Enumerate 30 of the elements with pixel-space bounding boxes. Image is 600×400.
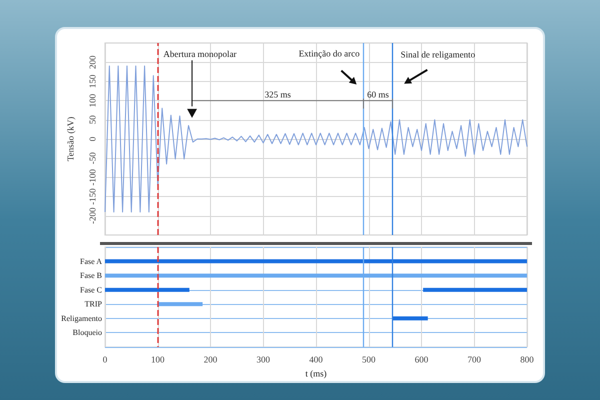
annotation: 325 ms <box>264 89 292 100</box>
y-tick-label: Fase A <box>80 256 102 266</box>
annotation: Extinção do arco <box>298 48 360 59</box>
x-tick-label: 500 <box>362 354 376 364</box>
y-tick-label: -50 <box>88 152 98 164</box>
x-tick-label: 200 <box>204 354 218 364</box>
y-tick-label: 100 <box>88 93 98 108</box>
x-tick-label: 400 <box>309 354 324 364</box>
y-tick-label: 0 <box>88 136 98 142</box>
x-axis-title: t (ms) <box>305 368 327 378</box>
y-tick-label: -150 <box>88 188 98 205</box>
y-tick-label: Fase B <box>80 271 102 280</box>
x-tick-label: 800 <box>520 354 534 364</box>
y-tick-label: -200 <box>88 207 98 224</box>
annotation: 60 ms <box>367 89 390 100</box>
y-tick-label: 50 <box>88 114 98 124</box>
x-tick-label: 600 <box>414 354 429 364</box>
y-tick-label: Religamento <box>61 314 102 323</box>
y-axis-title: Tensão (kV) <box>66 116 76 162</box>
annotation: Abertura monopolar <box>163 48 237 59</box>
x-tick-label: 100 <box>151 354 165 364</box>
y-tick-label: 200 <box>88 54 98 69</box>
x-tick-label: 700 <box>468 354 482 364</box>
y-tick-label: TRIP <box>84 300 103 309</box>
y-tick-label: Fase C <box>80 285 102 294</box>
x-tick-label: 300 <box>256 354 270 364</box>
y-tick-label: 150 <box>88 74 98 88</box>
y-tick-label: -100 <box>88 168 98 186</box>
annotation: Sinal de religamento <box>400 49 476 60</box>
y-tick-label: Bloqueio <box>72 328 102 338</box>
